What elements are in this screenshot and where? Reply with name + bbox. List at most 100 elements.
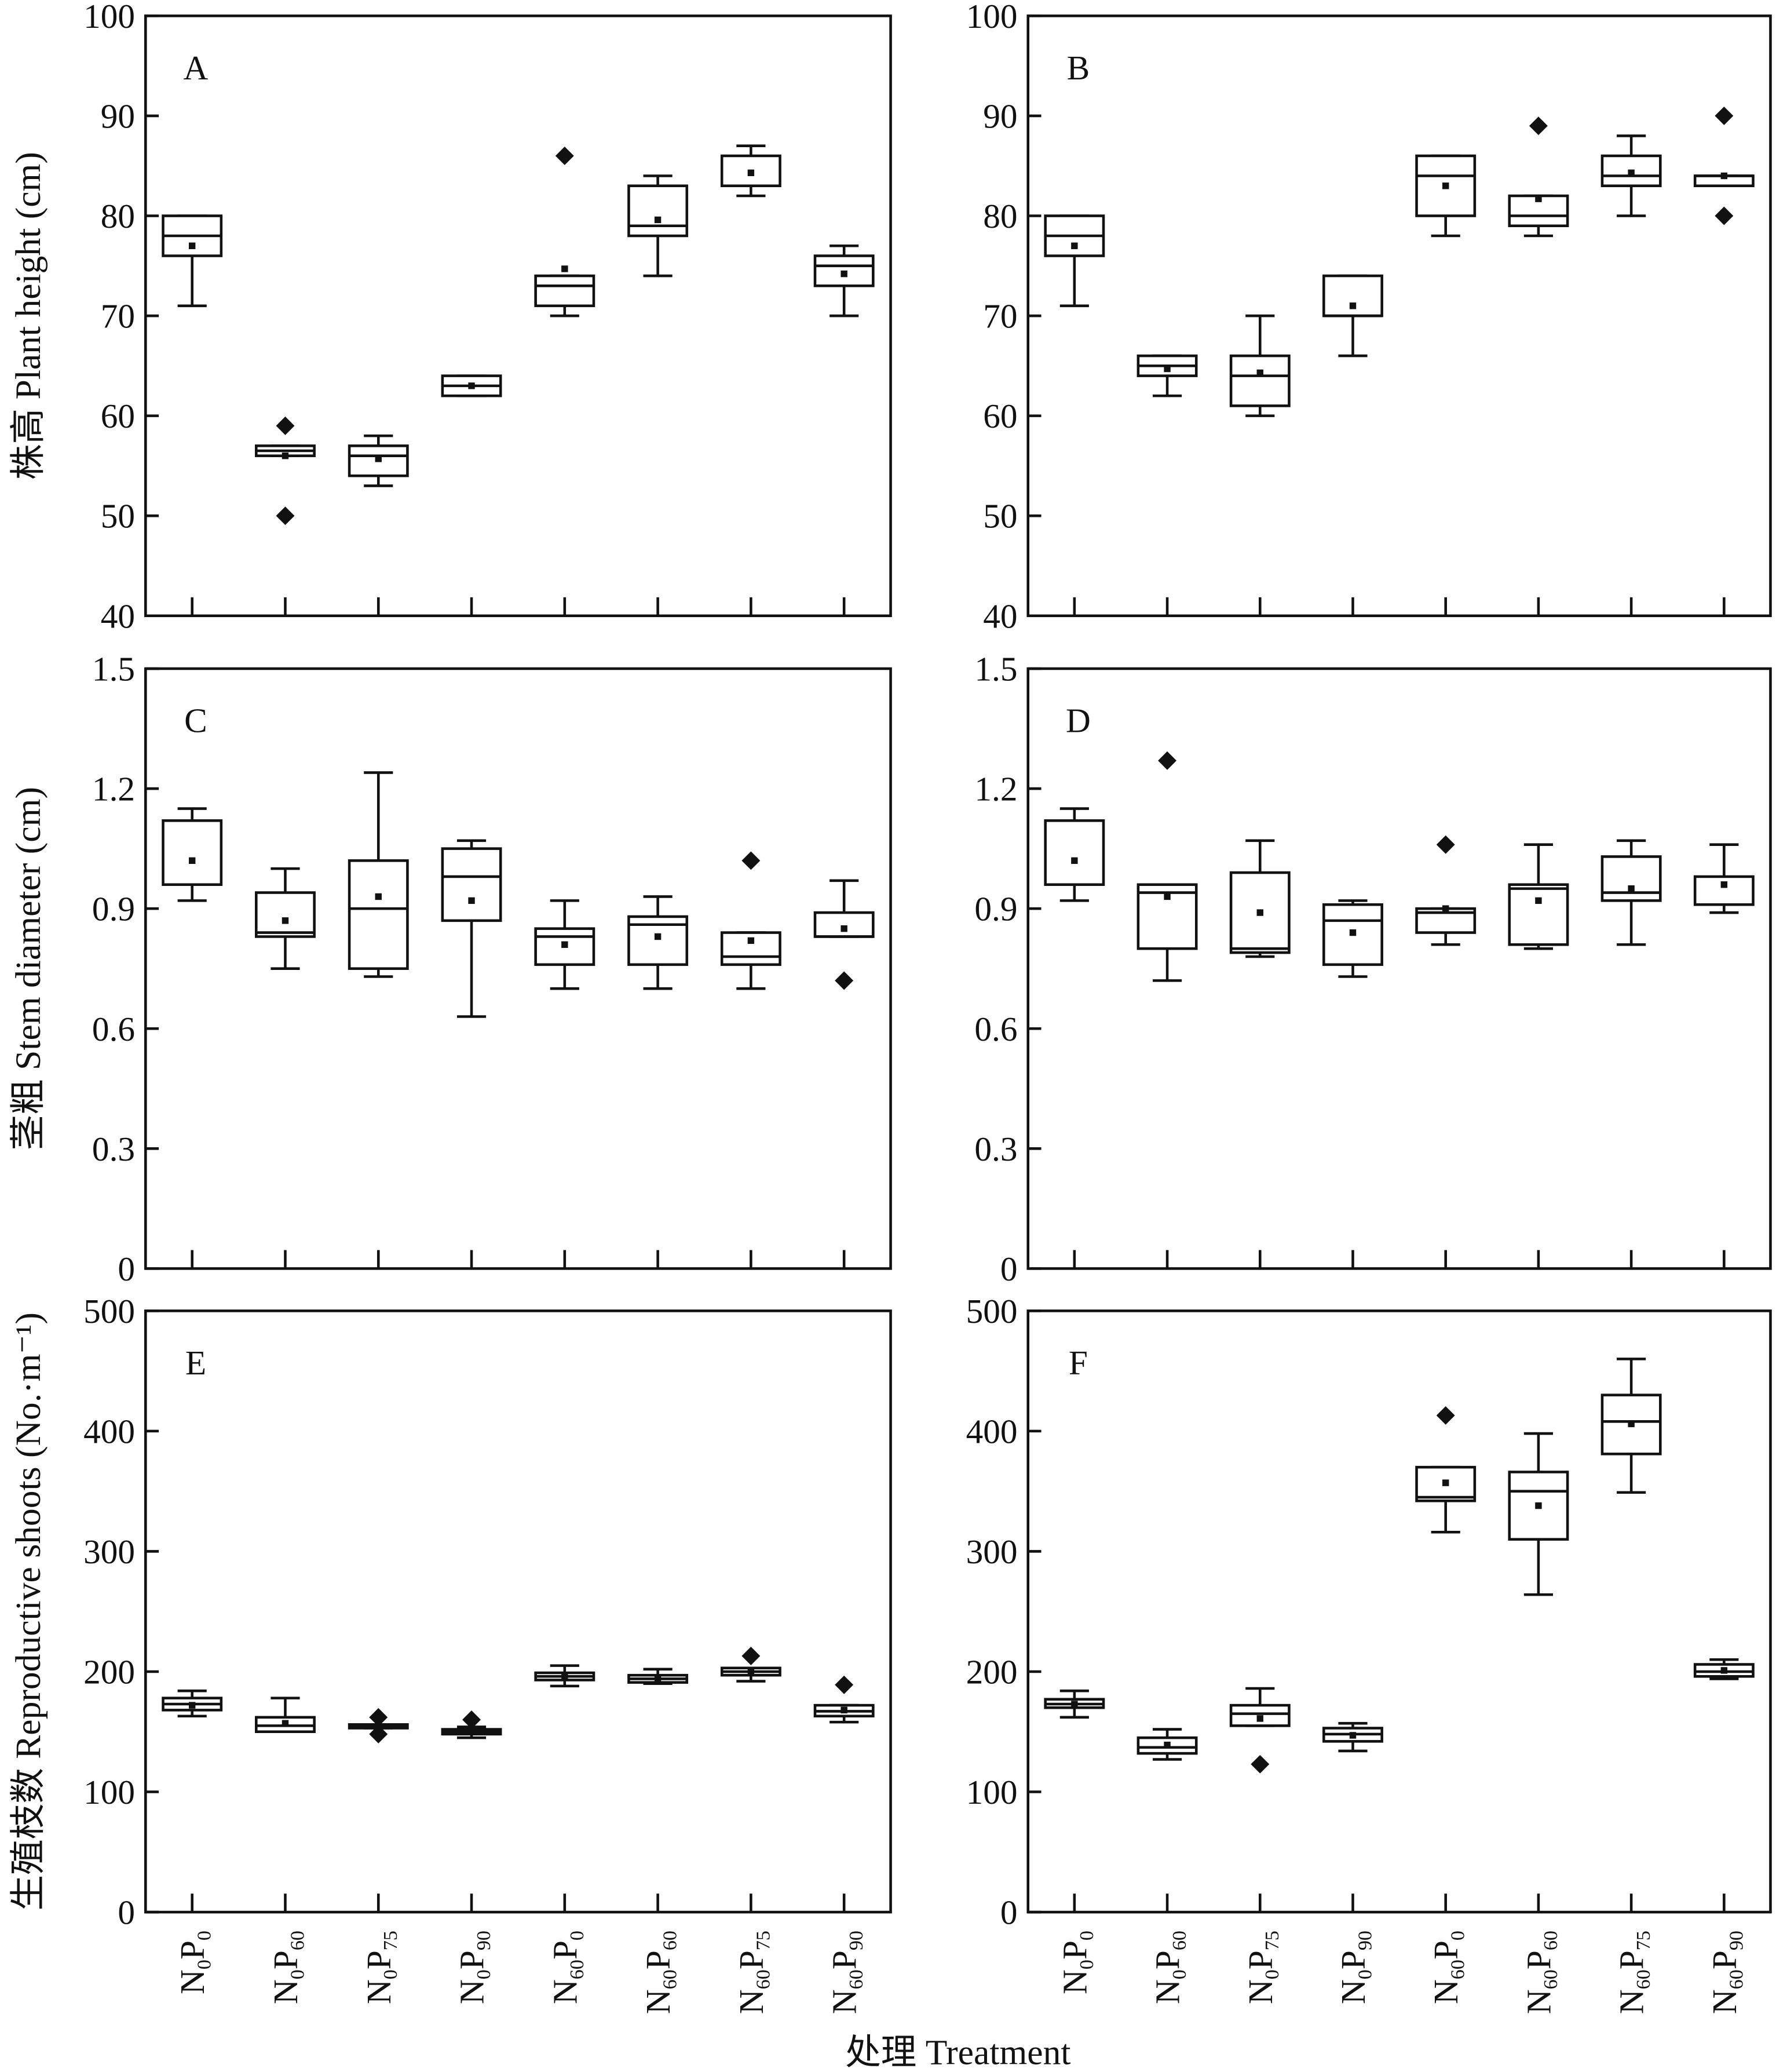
y-axis-label: 茎粗 Stem diameter (cm) <box>9 787 48 1150</box>
box-0 <box>162 807 223 1269</box>
y-tick-label: 500 <box>83 1292 135 1330</box>
mean-marker <box>654 933 662 940</box>
y-tick-label: 0.6 <box>92 1010 135 1048</box>
box-5 <box>627 174 689 616</box>
outlier-point <box>1715 206 1734 225</box>
y-tick-label: 90 <box>101 97 135 135</box>
box-4 <box>1415 154 1477 616</box>
y-tick-label: 1.5 <box>974 650 1017 688</box>
box-2 <box>1229 839 1291 1269</box>
mean-marker <box>1442 905 1449 912</box>
box-3 <box>1322 1721 1383 1913</box>
iqr-box <box>1508 883 1569 946</box>
y-tick-label: 200 <box>83 1653 135 1691</box>
outlier-point <box>1436 1406 1455 1425</box>
box-3 <box>1322 899 1383 1269</box>
panel-A: A 40 50 60 70 80 90 100 株高 Plant height (cm) <box>9 0 892 635</box>
mean-marker <box>1628 169 1635 176</box>
y-tick-label: 400 <box>966 1412 1018 1450</box>
label-text: P <box>1427 1940 1465 1960</box>
y-tick-label: 80 <box>101 197 135 235</box>
mean-marker <box>1164 1741 1171 1749</box>
x-tick-label: N60P90 <box>1705 1931 1747 2014</box>
mean-marker <box>1720 172 1728 180</box>
outlier-point <box>1158 751 1177 770</box>
box-6 <box>720 144 781 616</box>
y-tick-label: 100 <box>966 1773 1018 1811</box>
label-subscript: 60 <box>1540 1969 1562 1989</box>
outlier-point <box>555 146 574 165</box>
mean-marker <box>1349 1732 1357 1739</box>
box-5 <box>1508 843 1569 1269</box>
y-tick-label: 500 <box>966 1292 1018 1330</box>
x-tick-label: N0P90 <box>453 1931 495 2004</box>
y-tick-label: 1.2 <box>92 770 135 808</box>
box-5 <box>1508 1432 1569 1913</box>
iqr-box <box>534 927 595 966</box>
y-axis-label: 株高 Plant height (cm) <box>9 152 48 480</box>
mean-marker <box>1349 929 1357 936</box>
mean-marker <box>841 925 847 932</box>
iqr-box <box>1693 875 1755 906</box>
box-0 <box>162 214 223 616</box>
label-text: N <box>1705 1989 1744 2014</box>
mean-marker <box>282 1720 289 1727</box>
y-tick-label: 70 <box>101 297 135 335</box>
mean-marker <box>1720 881 1728 888</box>
label-subscript: 90 <box>1726 1931 1747 1950</box>
box-4 <box>534 899 595 1269</box>
label-text: P <box>732 1950 770 1969</box>
box-1 <box>1137 751 1198 1269</box>
x-tick-label: N60P60 <box>1519 1931 1561 2014</box>
iqr-box <box>813 911 875 938</box>
label-subscript: 0 <box>473 1969 495 1979</box>
label-text: P <box>173 1940 211 1960</box>
label-subscript: 0 <box>1448 1931 1469 1940</box>
box-2 <box>348 1708 409 1913</box>
mean-marker <box>282 452 289 459</box>
iqr-box <box>1322 903 1383 966</box>
label-text: P <box>360 1950 398 1969</box>
box-4 <box>534 146 595 616</box>
x-tick-label: N0P75 <box>360 1931 401 2004</box>
label-subscript: 0 <box>1262 1969 1283 1979</box>
box-1 <box>255 867 316 1269</box>
outlier-point <box>741 1647 761 1665</box>
label-text: N <box>546 1979 584 2004</box>
label-text: N <box>173 1969 211 1994</box>
label-text: N <box>1519 1989 1558 2014</box>
label-text: N <box>1334 1979 1372 2004</box>
label-subscript: 60 <box>1448 1960 1469 1979</box>
plot-frame <box>144 14 892 618</box>
mean-marker <box>841 1706 847 1714</box>
y-axis-label: 生殖枝数 Reproductive shoots (No.·m⁻¹) <box>9 1312 48 1910</box>
label-subscript: 60 <box>1726 1969 1747 1989</box>
label-subscript: 60 <box>1633 1969 1654 1989</box>
label-text: P <box>453 1950 491 1969</box>
label-subscript: 60 <box>660 1931 681 1950</box>
box-7 <box>1693 1658 1755 1913</box>
mean-marker <box>747 937 755 944</box>
iqr-box <box>534 274 595 308</box>
label-subscript: 0 <box>1354 1969 1376 1979</box>
label-text: N <box>1613 1989 1651 2014</box>
label-subscript: 90 <box>473 1931 495 1950</box>
box-2 <box>1229 1687 1291 1913</box>
box-3 <box>441 839 502 1269</box>
label-text: N <box>1149 1979 1187 2004</box>
y-tick-label: 40 <box>983 597 1017 635</box>
y-tick-label: 100 <box>966 0 1018 35</box>
panel-letter: D <box>1066 701 1091 739</box>
mean-marker <box>561 1673 568 1680</box>
mean-marker <box>747 169 755 176</box>
label-text: N <box>825 1989 864 2014</box>
label-subscript: 60 <box>1540 1931 1562 1950</box>
box-5 <box>1508 116 1569 616</box>
label-text: P <box>1055 1940 1094 1960</box>
iqr-box <box>1600 855 1662 902</box>
x-tick-label: N60P75 <box>732 1931 774 2014</box>
mean-marker <box>1256 909 1263 916</box>
label-subscript: 0 <box>194 1960 215 1969</box>
label-subscript: 0 <box>287 1969 308 1979</box>
plot-frame <box>1026 667 1772 1270</box>
